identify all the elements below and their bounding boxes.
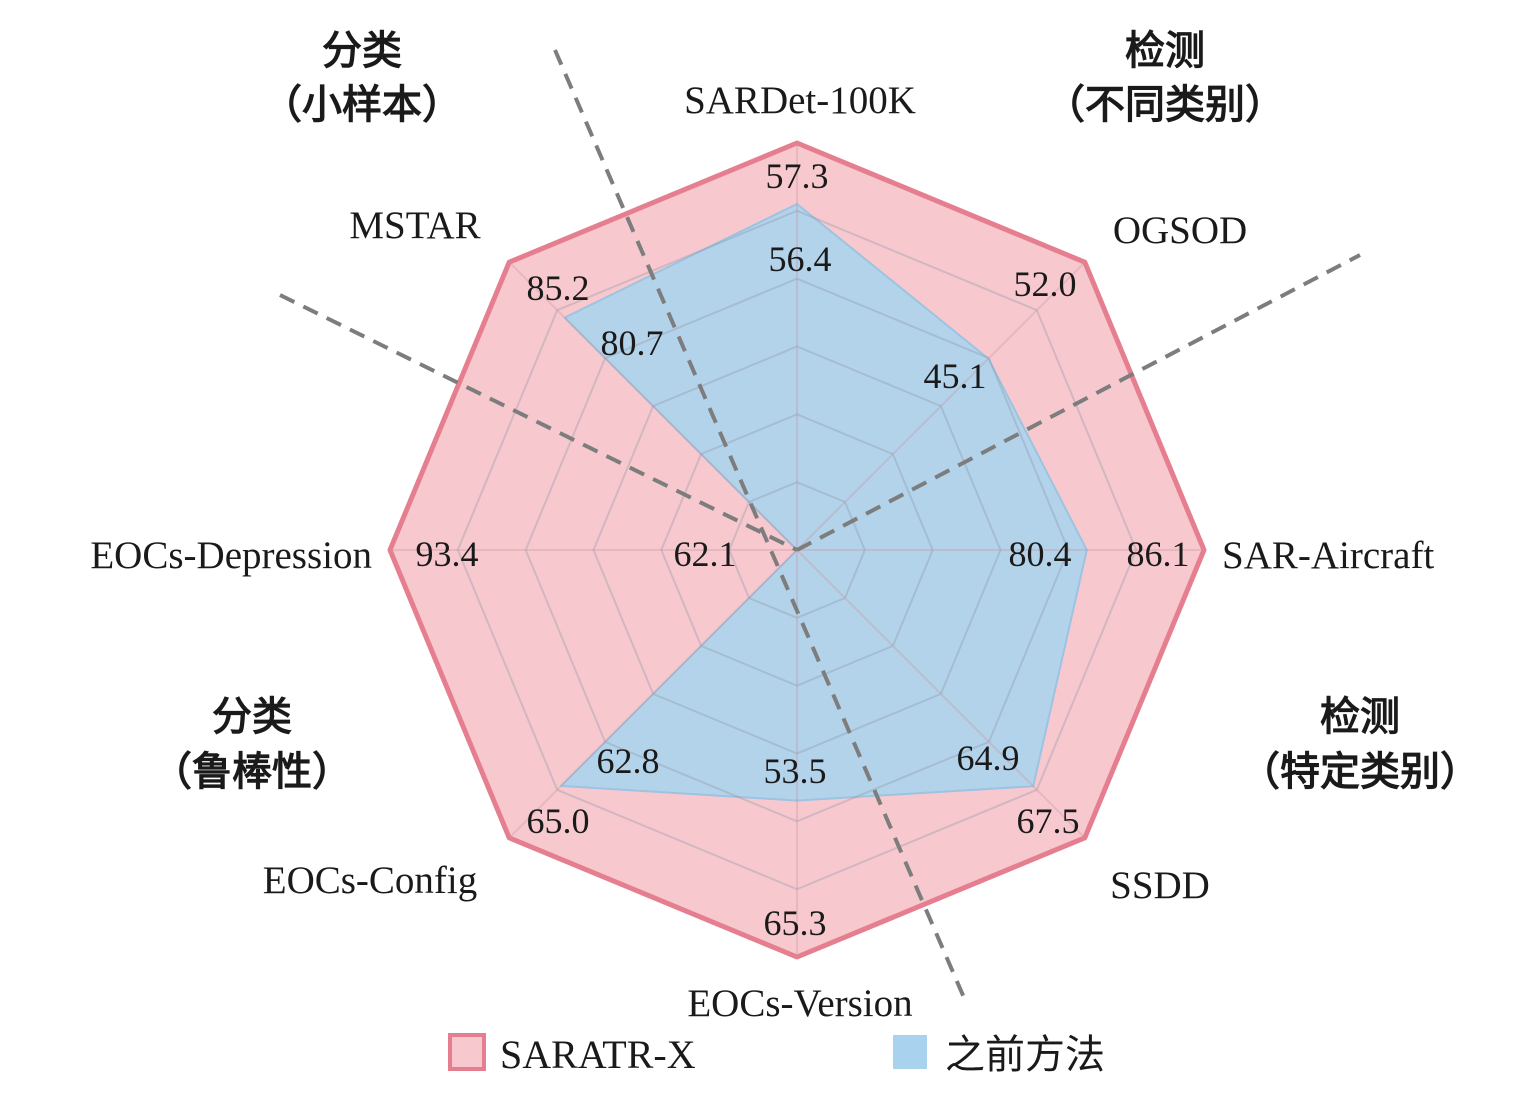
axis-spoke: [508, 549, 798, 839]
axis-spoke: [796, 549, 1086, 839]
divider-line: [553, 49, 967, 1001]
legend-swatch-previous: [893, 1035, 927, 1069]
grid-ring: [728, 481, 866, 619]
value-label-previous: 80.7: [601, 323, 664, 363]
value-label-saratrx: 67.5: [1017, 801, 1080, 841]
group-label-title: 检测: [1320, 694, 1400, 739]
value-label-previous: 56.4: [769, 239, 832, 279]
grid-ring: [524, 277, 1070, 823]
value-label-previous: 62.8: [597, 741, 660, 781]
group-label-title: 检测: [1125, 28, 1205, 73]
group-label-subtitle: （小样本）: [262, 82, 462, 127]
divider-line: [279, 293, 798, 552]
divider-line: [796, 253, 1361, 552]
legend-label-previous: 之前方法: [945, 1032, 1105, 1077]
axis-label-sar-aircraft: SAR-Aircraft: [1222, 534, 1434, 577]
group-label-subtitle: （不同类别）: [1045, 82, 1285, 127]
value-label-previous: 53.5: [764, 751, 827, 791]
legend-swatch-saratrx: [448, 1033, 486, 1071]
axis-label-sardet: SARDet-100K: [684, 79, 916, 122]
value-label-saratrx: 57.3: [766, 156, 829, 196]
legend-label-saratrx: SARATR-X: [500, 1032, 696, 1077]
value-label-previous: 45.1: [924, 356, 987, 396]
group-label-subtitle: （鲁棒性）: [152, 749, 352, 794]
series-area-previous: [560, 203, 1088, 802]
value-label-saratrx: 52.0: [1014, 264, 1077, 304]
group-label-title: 分类: [322, 28, 402, 73]
axis-spoke: [796, 261, 1086, 551]
group-divider-lines: [279, 49, 1361, 1001]
axis-label-eocs-config: EOCs-Config: [263, 859, 478, 902]
axis-spoke: [508, 261, 798, 551]
value-label-saratrx: 93.4: [416, 534, 479, 574]
grid-ring: [456, 209, 1138, 891]
value-label-saratrx: 65.3: [764, 903, 827, 943]
value-label-previous: 64.9: [957, 738, 1020, 778]
axis-label-ssdd: SSDD: [1110, 864, 1210, 907]
axis-label-eocs-version: EOCs-Version: [687, 982, 912, 1025]
legend: SARATR-X 之前方法: [448, 1032, 1105, 1077]
value-label-previous: 80.4: [1009, 534, 1072, 574]
value-label-saratrx: 65.0: [527, 801, 590, 841]
axis-label-ogsod: OGSOD: [1113, 209, 1247, 252]
axis-label-mstar: MSTAR: [349, 204, 480, 247]
value-label-saratrx: 86.1: [1127, 534, 1190, 574]
group-label-subtitle: （特定类别）: [1240, 749, 1480, 794]
value-label-saratrx: 85.2: [527, 268, 590, 308]
value-label-previous: 62.1: [674, 534, 737, 574]
group-label-title: 分类: [212, 694, 292, 739]
grid-ring: [660, 413, 934, 687]
axis-label-eocs-depression: EOCs-Depression: [90, 534, 372, 577]
grid-ring: [592, 345, 1002, 755]
